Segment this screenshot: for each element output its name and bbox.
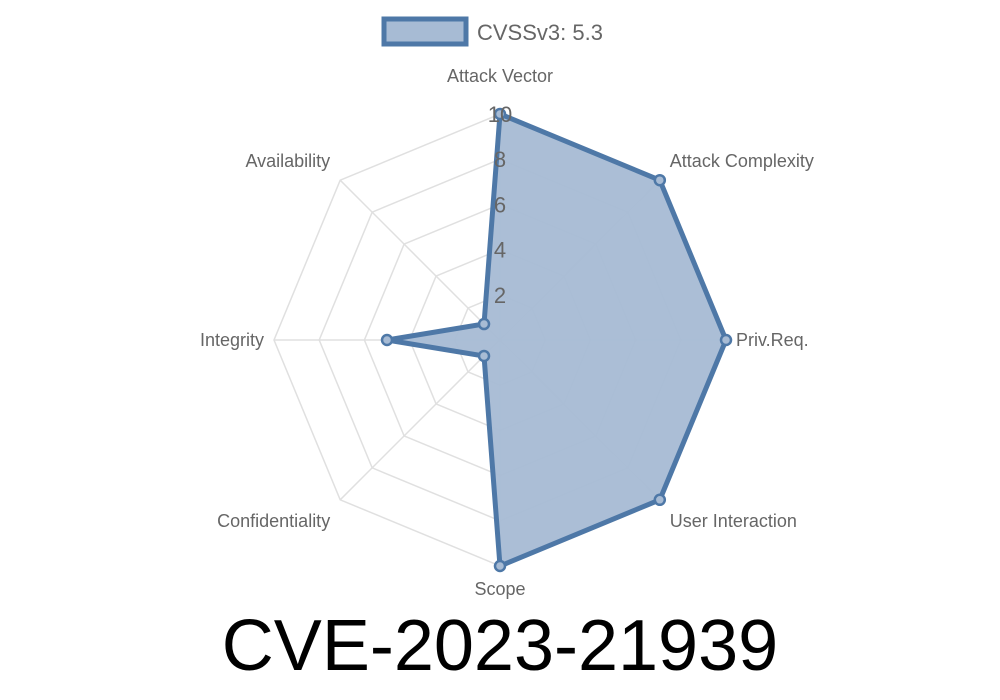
data-point[interactable] <box>719 333 733 347</box>
data-point[interactable] <box>653 173 667 187</box>
axis-label: Availability <box>245 151 330 171</box>
axis-label: Integrity <box>200 330 264 350</box>
data-point[interactable] <box>380 333 394 347</box>
axis-label: Attack Complexity <box>670 151 814 171</box>
tick-label: 10 <box>488 102 512 127</box>
axis-labels: Attack Vector Attack Complexity Priv.Req. U… <box>200 66 814 599</box>
tick-label: 4 <box>494 238 506 263</box>
radar-series <box>380 107 733 573</box>
legend[interactable]: CVSSv3: 5.3 <box>381 16 603 47</box>
tick-label: 8 <box>494 147 506 172</box>
grid-spoke <box>339 339 501 501</box>
data-point[interactable] <box>477 349 491 363</box>
data-point[interactable] <box>493 559 507 573</box>
cve-title: CVE-2023-21939 <box>221 606 779 686</box>
axis-label: User Interaction <box>670 511 797 531</box>
legend-label: CVSSv3: 5.3 <box>477 20 603 45</box>
axis-label: Attack Vector <box>447 66 553 86</box>
data-point[interactable] <box>477 317 491 331</box>
axis-label: Priv.Req. <box>736 330 809 350</box>
legend-swatch <box>381 16 469 47</box>
series-area <box>386 110 729 570</box>
data-point[interactable] <box>493 107 507 121</box>
axis-label: Confidentiality <box>217 511 330 531</box>
tick-label: 2 <box>494 283 506 308</box>
grid-spoke <box>339 179 501 341</box>
axis-label: Scope <box>474 579 525 599</box>
tick-label: 6 <box>494 192 506 217</box>
radial-tick-labels: 2 4 6 8 10 <box>488 102 512 308</box>
data-point[interactable] <box>653 493 667 507</box>
